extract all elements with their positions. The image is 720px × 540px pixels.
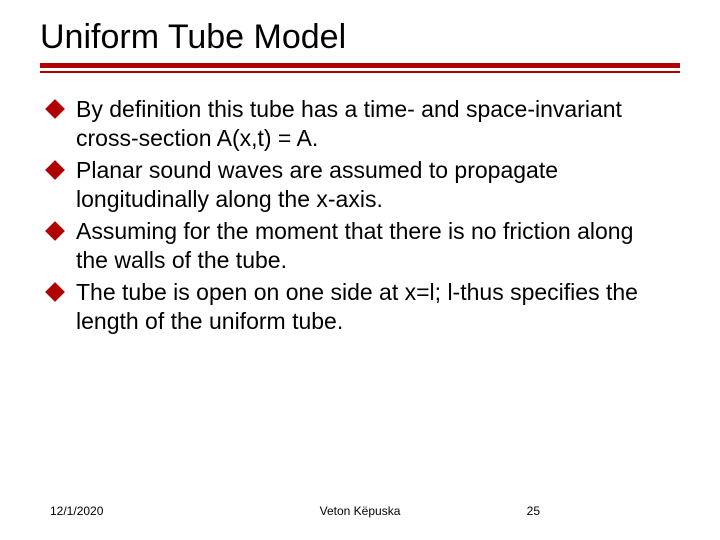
- bullet-item: By definition this tube has a time- and …: [48, 95, 680, 154]
- bullet-text: Assuming for the moment that there is no…: [76, 217, 666, 276]
- slide: Uniform Tube Model By definition this tu…: [0, 0, 720, 540]
- bullet-item: The tube is open on one side at x=l; l-t…: [48, 278, 680, 337]
- rule-thin: [40, 71, 680, 73]
- diamond-bullet-icon: [45, 99, 65, 119]
- diamond-bullet-icon: [45, 221, 65, 241]
- bullet-text: The tube is open on one side at x=l; l-t…: [76, 278, 666, 337]
- bullet-item: Planar sound waves are assumed to propag…: [48, 156, 680, 215]
- slide-footer: 12/1/2020 Veton Këpuska 25: [0, 504, 720, 518]
- footer-page-number: 25: [527, 504, 540, 518]
- bullet-item: Assuming for the moment that there is no…: [48, 217, 680, 276]
- diamond-bullet-icon: [45, 282, 65, 302]
- bullet-text: By definition this tube has a time- and …: [76, 95, 666, 154]
- rule-thick: [40, 63, 680, 68]
- bullet-text: Planar sound waves are assumed to propag…: [76, 156, 666, 215]
- slide-title: Uniform Tube Model: [40, 18, 680, 57]
- footer-date: 12/1/2020: [50, 504, 103, 518]
- footer-author: Veton Këpuska: [320, 504, 401, 518]
- diamond-bullet-icon: [45, 160, 65, 180]
- slide-body: By definition this tube has a time- and …: [40, 95, 680, 337]
- title-underline: [40, 63, 680, 73]
